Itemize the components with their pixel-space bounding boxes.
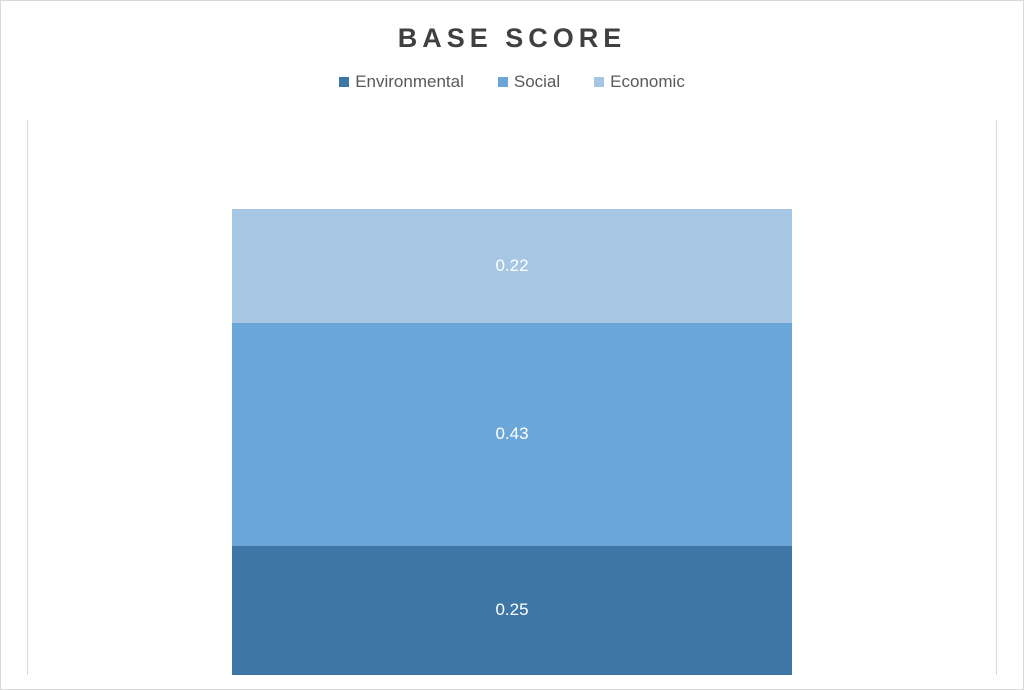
chart-title: BASE SCORE	[398, 23, 627, 54]
legend-item-economic: Economic	[594, 72, 685, 92]
segment-environmental: 0.25	[232, 546, 792, 676]
legend-swatch-economic	[594, 77, 604, 87]
segment-label-social: 0.43	[495, 424, 528, 444]
chart-container: BASE SCORE Environmental Social Economic…	[0, 0, 1024, 690]
legend-item-environmental: Environmental	[339, 72, 464, 92]
segment-label-economic: 0.22	[495, 256, 528, 276]
segment-label-environmental: 0.25	[495, 600, 528, 620]
legend-label-economic: Economic	[610, 72, 685, 92]
segment-economic: 0.22	[232, 209, 792, 323]
legend-swatch-social	[498, 77, 508, 87]
legend-label-social: Social	[514, 72, 560, 92]
legend-swatch-environmental	[339, 77, 349, 87]
chart-legend: Environmental Social Economic	[339, 72, 685, 92]
legend-item-social: Social	[498, 72, 560, 92]
axis-wall-left	[27, 120, 28, 675]
axis-wall-right	[996, 120, 997, 675]
segment-social: 0.43	[232, 323, 792, 546]
bar-stack: 0.25 0.43 0.22	[232, 120, 792, 675]
plot-area: 0.25 0.43 0.22	[15, 120, 1009, 675]
legend-label-environmental: Environmental	[355, 72, 464, 92]
